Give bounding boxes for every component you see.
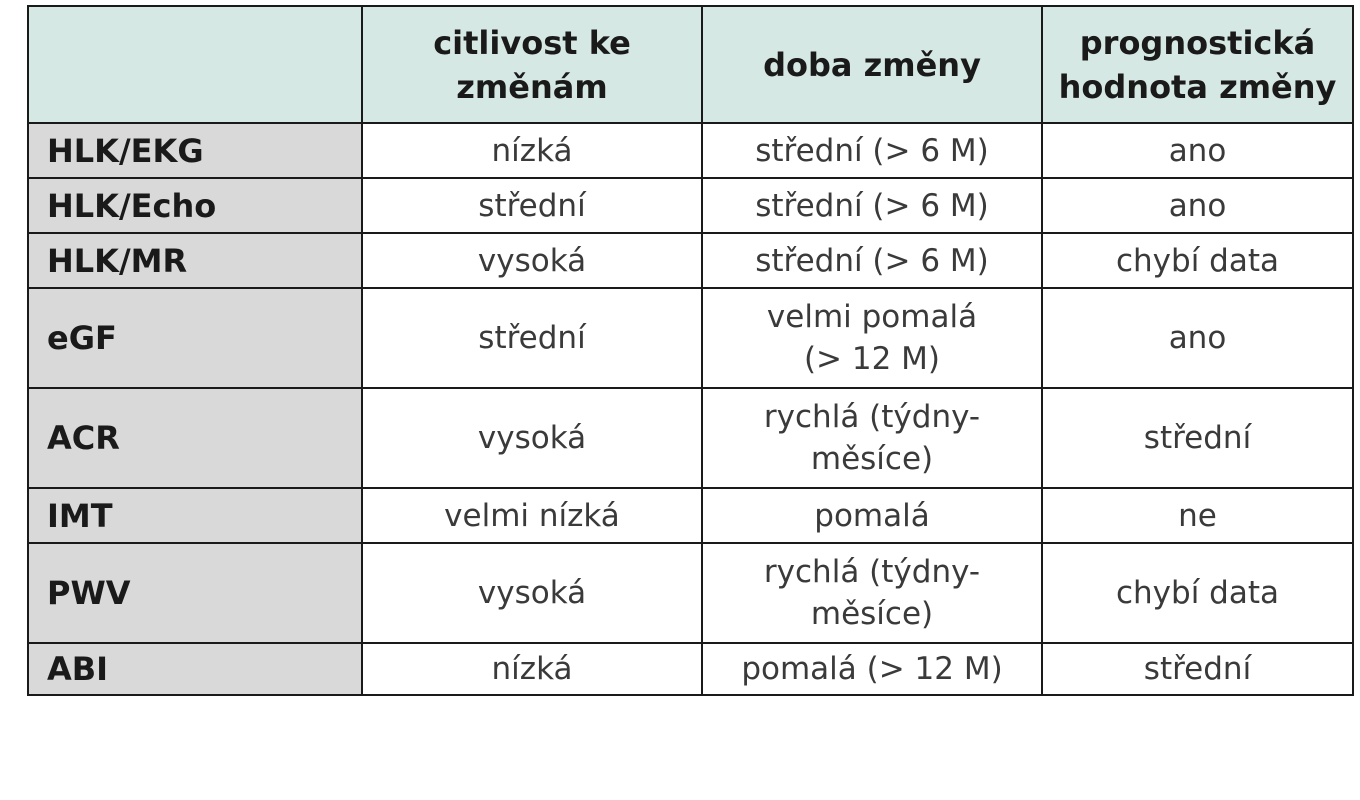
header-prognoza: prognostická hodnota změny [1041, 5, 1354, 124]
citlivost-cell: vysoká [361, 232, 703, 289]
citlivost-cell: vysoká [361, 542, 703, 644]
header-citlivost-line-1: citlivost ke [433, 23, 631, 62]
doba-line: pomalá [814, 497, 930, 534]
table-row: ACR vysoká rychlá (týdny-měsíce) střední [27, 387, 1354, 489]
table-row: ABI nízká pomalá (> 12 M) střední [27, 642, 1354, 696]
citlivost-cell: vysoká [361, 387, 703, 489]
doba-cell: pomalá (> 12 M) [701, 642, 1043, 696]
prognoza-cell: ano [1041, 122, 1354, 179]
doba-cell: střední (> 6 M) [701, 177, 1043, 234]
comparison-table-wrapper: citlivost ke změnám doba změny prognosti… [27, 5, 1354, 696]
row-label-cell: eGF [27, 287, 363, 389]
comparison-table: citlivost ke změnám doba změny prognosti… [27, 5, 1354, 696]
doba-line: pomalá (> 12 M) [741, 651, 1003, 687]
citlivost-cell: střední [361, 287, 703, 389]
header-citlivost-line-2: změnám [456, 67, 608, 106]
table-body: HLK/EKG nízká střední (> 6 M) ano HLK/Echo st… [27, 122, 1354, 696]
row-label-cell: IMT [27, 487, 363, 544]
header-row: citlivost ke změnám doba změny prognosti… [27, 5, 1354, 124]
prognoza-cell: chybí data [1041, 232, 1354, 289]
prognoza-cell: ano [1041, 287, 1354, 389]
doba-line: měsíce) [810, 596, 934, 632]
row-label-cell: HLK/EKG [27, 122, 363, 179]
table-row: HLK/MR vysoká střední (> 6 M) chybí data [27, 232, 1354, 289]
doba-line: střední (> 6 M) [755, 187, 989, 224]
table-row: HLK/EKG nízká střední (> 6 M) ano [27, 122, 1354, 179]
header-doba-line-1: doba změny [763, 45, 981, 84]
row-label-cell: ABI [27, 642, 363, 696]
citlivost-cell: střední [361, 177, 703, 234]
citlivost-cell: velmi nízká [361, 487, 703, 544]
doba-cell: pomalá [701, 487, 1043, 544]
row-label-cell: HLK/MR [27, 232, 363, 289]
doba-cell: střední (> 6 M) [701, 122, 1043, 179]
doba-line: rychlá (týdny- [763, 399, 981, 435]
citlivost-cell: nízká [361, 122, 703, 179]
doba-line: střední (> 6 M) [755, 132, 989, 169]
doba-line: rychlá (týdny- [763, 554, 981, 590]
doba-line: velmi pomalá [766, 299, 978, 335]
table-row: IMT velmi nízká pomalá ne [27, 487, 1354, 544]
table-row: HLK/Echo střední střední (> 6 M) ano [27, 177, 1354, 234]
corner-header-cell [27, 5, 363, 124]
header-doba: doba změny [701, 5, 1043, 124]
prognoza-cell: ne [1041, 487, 1354, 544]
row-label-cell: ACR [27, 387, 363, 489]
prognoza-cell: střední [1041, 642, 1354, 696]
header-prognoza-line-2: hodnota změny [1058, 67, 1337, 106]
row-label-cell: PWV [27, 542, 363, 644]
table-row: eGF střední velmi pomalá (> 12 M) ano [27, 287, 1354, 389]
doba-cell: velmi pomalá (> 12 M) [701, 287, 1043, 389]
row-label-cell: HLK/Echo [27, 177, 363, 234]
doba-line: měsíce) [810, 441, 934, 477]
header-prognoza-line-1: prognostická [1079, 23, 1316, 62]
doba-line: střední (> 6 M) [755, 242, 989, 279]
doba-cell: rychlá (týdny-měsíce) [701, 542, 1043, 644]
doba-cell: rychlá (týdny-měsíce) [701, 387, 1043, 489]
doba-cell: střední (> 6 M) [701, 232, 1043, 289]
table-row: PWV vysoká rychlá (týdny-měsíce) chybí data [27, 542, 1354, 644]
header-citlivost: citlivost ke změnám [361, 5, 703, 124]
doba-line: (> 12 M) [803, 341, 941, 377]
prognoza-cell: chybí data [1041, 542, 1354, 644]
prognoza-cell: ano [1041, 177, 1354, 234]
citlivost-cell: nízká [361, 642, 703, 696]
prognoza-cell: střední [1041, 387, 1354, 489]
